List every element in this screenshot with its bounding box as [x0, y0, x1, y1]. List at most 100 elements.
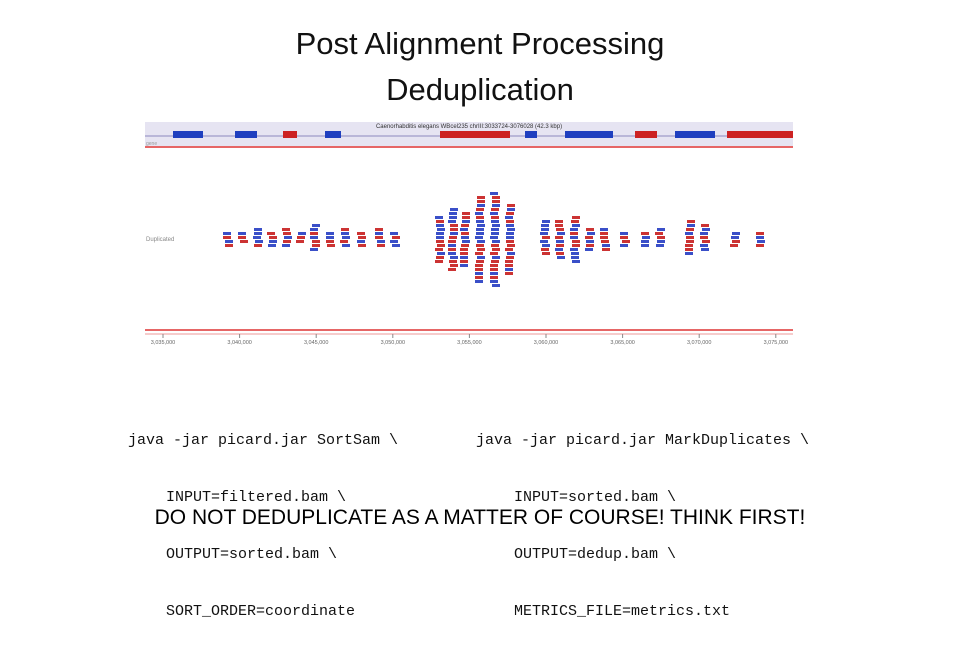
read — [700, 236, 708, 239]
gene-feature — [440, 131, 510, 138]
read — [492, 256, 500, 259]
read — [507, 208, 515, 211]
read — [491, 232, 499, 235]
read — [284, 236, 292, 239]
read — [600, 236, 608, 239]
read — [490, 280, 498, 283]
read — [312, 244, 320, 247]
warning: DO NOT DEDUPLICATE AS A MATTER OF COURSE… — [154, 506, 806, 529]
read — [506, 232, 514, 235]
read — [461, 244, 469, 247]
read — [461, 236, 469, 239]
read — [312, 224, 320, 227]
read — [686, 240, 694, 243]
read — [436, 236, 444, 239]
read — [476, 220, 484, 223]
axis-label: 3,040,000 — [227, 340, 251, 346]
read — [570, 232, 578, 235]
read — [542, 220, 550, 223]
read — [541, 248, 549, 251]
read — [586, 244, 594, 247]
read — [492, 248, 500, 251]
read — [620, 232, 628, 235]
read — [491, 228, 499, 231]
gene-feature — [173, 131, 203, 138]
read — [540, 240, 548, 243]
code-line: SORT_ORDER=coordinate — [166, 603, 356, 620]
read — [701, 248, 709, 251]
code-line: OUTPUT=dedup.bam \ — [514, 546, 677, 563]
read — [448, 244, 456, 247]
read — [507, 204, 515, 207]
read — [687, 224, 695, 227]
read — [491, 208, 499, 211]
read — [377, 240, 385, 243]
read — [283, 232, 291, 235]
gene-feature — [675, 131, 715, 138]
read — [492, 240, 500, 243]
read — [450, 208, 458, 211]
read — [267, 232, 275, 235]
read — [475, 264, 483, 267]
read — [657, 236, 665, 239]
read — [490, 192, 498, 195]
read — [556, 228, 564, 231]
read — [622, 240, 630, 243]
title-line: Post Alignment Processing — [295, 26, 665, 61]
read — [449, 216, 457, 219]
read — [490, 236, 498, 239]
read — [342, 236, 350, 239]
read — [375, 228, 383, 231]
read — [732, 232, 740, 235]
read — [460, 256, 468, 259]
read — [557, 232, 565, 235]
read — [490, 272, 498, 275]
read — [586, 240, 594, 243]
read — [449, 236, 457, 239]
read — [448, 248, 456, 251]
read — [392, 236, 400, 239]
read — [642, 236, 650, 239]
read — [641, 240, 649, 243]
read — [555, 220, 563, 223]
read — [490, 264, 498, 267]
axis-label: 3,055,000 — [457, 340, 481, 346]
read — [756, 244, 764, 247]
read — [505, 264, 513, 267]
read — [225, 244, 233, 247]
read — [572, 216, 580, 219]
read — [310, 248, 318, 251]
read — [572, 240, 580, 243]
read — [506, 256, 514, 259]
read — [491, 216, 499, 219]
read — [448, 220, 456, 223]
read — [572, 244, 580, 247]
read — [506, 240, 514, 243]
code-line: java -jar picard.jar MarkDuplicates \ — [476, 432, 810, 449]
read — [476, 216, 484, 219]
read — [375, 236, 383, 239]
read — [477, 248, 485, 251]
read — [475, 212, 483, 215]
gene-feature — [325, 131, 341, 138]
read — [700, 244, 708, 247]
read — [600, 228, 608, 231]
read — [702, 228, 710, 231]
read — [358, 244, 366, 247]
read — [542, 244, 550, 247]
read — [492, 200, 500, 203]
read — [620, 244, 628, 247]
read — [572, 224, 580, 227]
axis-label: 3,065,000 — [610, 340, 634, 346]
read — [490, 252, 498, 255]
read — [282, 244, 290, 247]
read — [435, 248, 443, 251]
read — [587, 232, 595, 235]
read — [238, 236, 246, 239]
read — [310, 232, 318, 235]
read — [476, 228, 484, 231]
axis-label: 3,035,000 — [151, 340, 175, 346]
read — [555, 248, 563, 251]
read — [254, 228, 262, 231]
read — [255, 240, 263, 243]
